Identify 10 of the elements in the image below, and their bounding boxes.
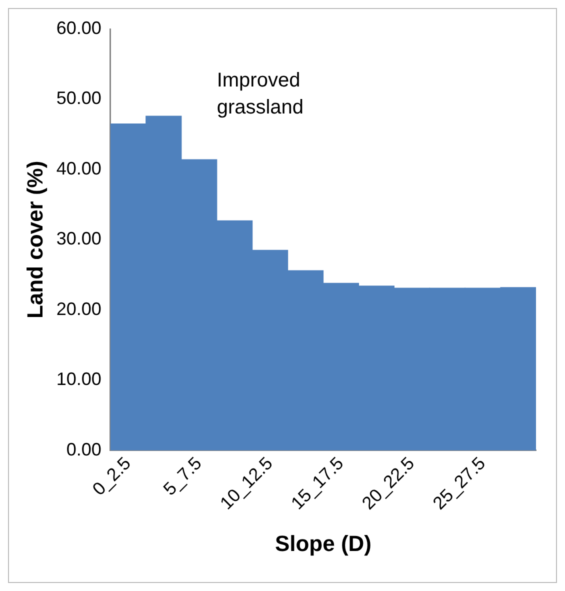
y-tick-label: 30.00 [56, 228, 102, 249]
y-tick-label: 20.00 [56, 298, 102, 319]
y-tick-label: 40.00 [56, 158, 102, 178]
y-tick-label: 0.00 [66, 439, 102, 460]
y-tick-label: 50.00 [56, 88, 102, 108]
y-axis-title: Land cover (%) [22, 160, 48, 319]
annotation: Improved grassland [216, 70, 304, 119]
y-tick-label: 60.00 [56, 18, 102, 38]
y-tick-label: 10.00 [56, 369, 102, 390]
x-axis-title: Slope (D) [274, 530, 372, 556]
